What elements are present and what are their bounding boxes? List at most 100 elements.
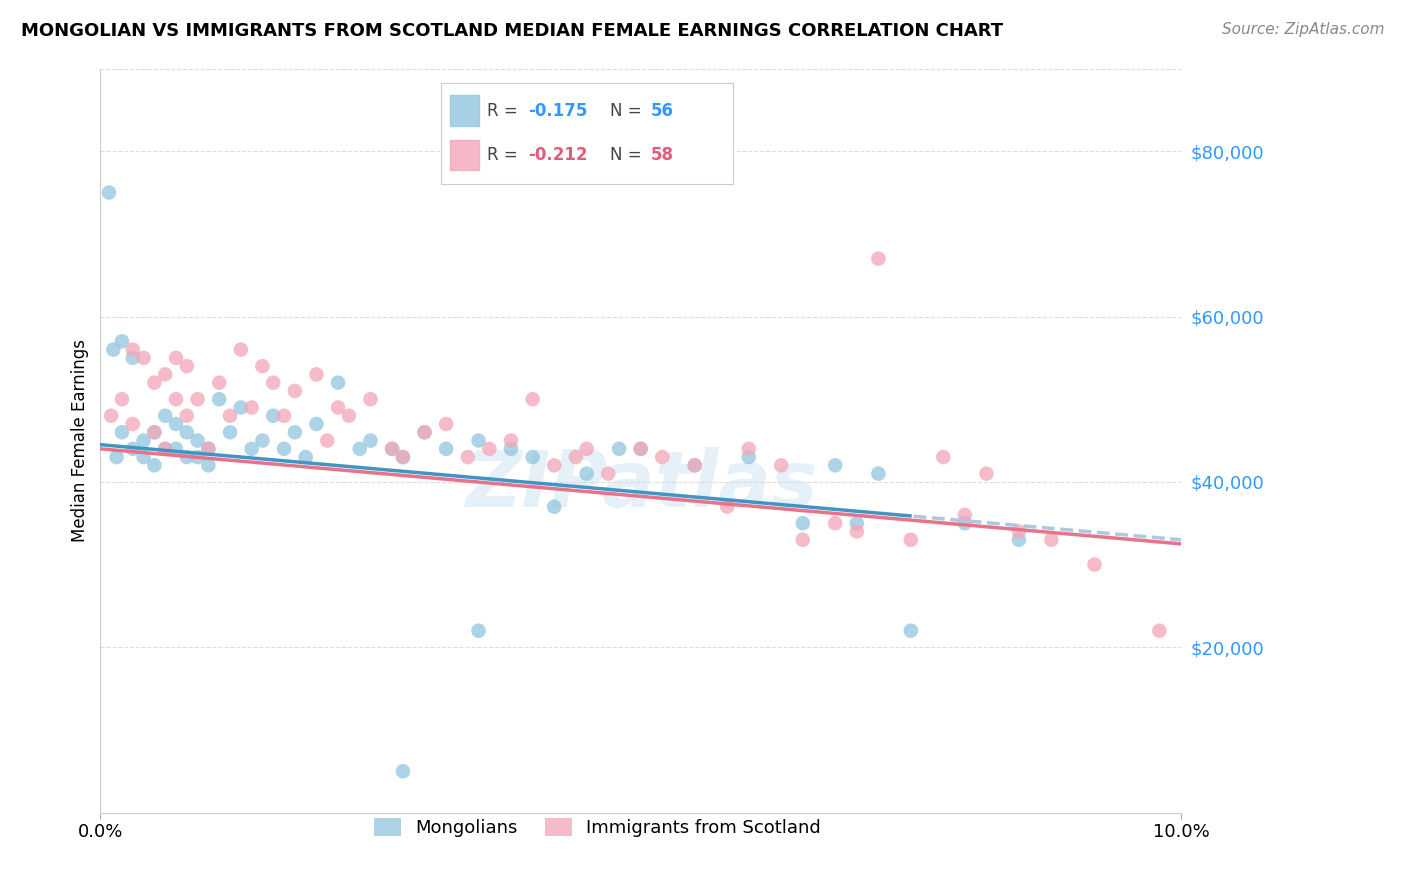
Point — [105, 450, 128, 464]
Point — [868, 467, 890, 481]
Point — [522, 392, 544, 407]
Point — [716, 500, 738, 514]
Point — [738, 442, 761, 456]
Point — [413, 425, 436, 440]
Point — [165, 351, 187, 365]
Point — [499, 434, 522, 448]
Point — [197, 458, 219, 473]
Point — [607, 442, 630, 456]
Point — [434, 442, 457, 456]
Y-axis label: Median Female Earnings: Median Female Earnings — [72, 339, 89, 542]
Point — [240, 401, 263, 415]
Point — [1040, 533, 1063, 547]
Point — [467, 624, 489, 638]
Point — [543, 500, 565, 514]
Point — [543, 458, 565, 473]
Point — [467, 434, 489, 448]
Point — [326, 376, 349, 390]
Point — [845, 524, 868, 539]
Point — [1149, 624, 1171, 638]
Point — [229, 343, 252, 357]
Point — [262, 409, 284, 423]
Point — [392, 764, 415, 779]
Point — [630, 442, 652, 456]
Point — [434, 417, 457, 431]
Point — [273, 442, 295, 456]
Point — [349, 442, 371, 456]
Point — [273, 409, 295, 423]
Point — [932, 450, 955, 464]
Point — [143, 425, 166, 440]
Text: MONGOLIAN VS IMMIGRANTS FROM SCOTLAND MEDIAN FEMALE EARNINGS CORRELATION CHART: MONGOLIAN VS IMMIGRANTS FROM SCOTLAND ME… — [21, 22, 1004, 40]
Point — [294, 450, 316, 464]
Point — [143, 425, 166, 440]
Point — [176, 425, 198, 440]
Point — [565, 450, 588, 464]
Point — [1008, 524, 1031, 539]
Point — [208, 392, 231, 407]
Point — [381, 442, 404, 456]
Point — [98, 186, 121, 200]
Point — [121, 351, 143, 365]
Point — [392, 450, 415, 464]
Point — [153, 442, 176, 456]
Point — [413, 425, 436, 440]
Point — [197, 442, 219, 456]
Point — [575, 442, 598, 456]
Point — [187, 450, 209, 464]
Point — [143, 376, 166, 390]
Point — [824, 458, 846, 473]
Point — [165, 442, 187, 456]
Point — [824, 516, 846, 531]
Point — [683, 458, 706, 473]
Point — [598, 467, 620, 481]
Point — [121, 442, 143, 456]
Point — [111, 392, 134, 407]
Point — [111, 334, 134, 349]
Point — [240, 442, 263, 456]
Point — [392, 450, 415, 464]
Point — [478, 442, 501, 456]
Point — [630, 442, 652, 456]
Point — [121, 343, 143, 357]
Point — [121, 417, 143, 431]
Point — [900, 624, 922, 638]
Point — [305, 417, 328, 431]
Point — [187, 434, 209, 448]
Text: ZIPatlas: ZIPatlas — [464, 447, 817, 524]
Point — [132, 450, 155, 464]
Point — [1083, 558, 1105, 572]
Point — [337, 409, 360, 423]
Point — [176, 450, 198, 464]
Point — [683, 458, 706, 473]
Point — [360, 434, 382, 448]
Point — [132, 434, 155, 448]
Point — [575, 467, 598, 481]
Point — [187, 392, 209, 407]
Point — [284, 425, 307, 440]
Point — [522, 450, 544, 464]
Point — [132, 351, 155, 365]
Point — [153, 409, 176, 423]
Point — [219, 425, 242, 440]
Point — [153, 368, 176, 382]
Point — [208, 376, 231, 390]
Point — [165, 417, 187, 431]
Point — [165, 392, 187, 407]
Point — [792, 516, 814, 531]
Point — [103, 343, 125, 357]
Point — [868, 252, 890, 266]
Point — [219, 409, 242, 423]
Point — [305, 368, 328, 382]
Point — [153, 442, 176, 456]
Point — [738, 450, 761, 464]
Point — [284, 384, 307, 398]
Point — [360, 392, 382, 407]
Text: Source: ZipAtlas.com: Source: ZipAtlas.com — [1222, 22, 1385, 37]
Point — [845, 516, 868, 531]
Point — [197, 442, 219, 456]
Point — [976, 467, 998, 481]
Point — [457, 450, 479, 464]
Point — [651, 450, 673, 464]
Point — [252, 359, 274, 373]
